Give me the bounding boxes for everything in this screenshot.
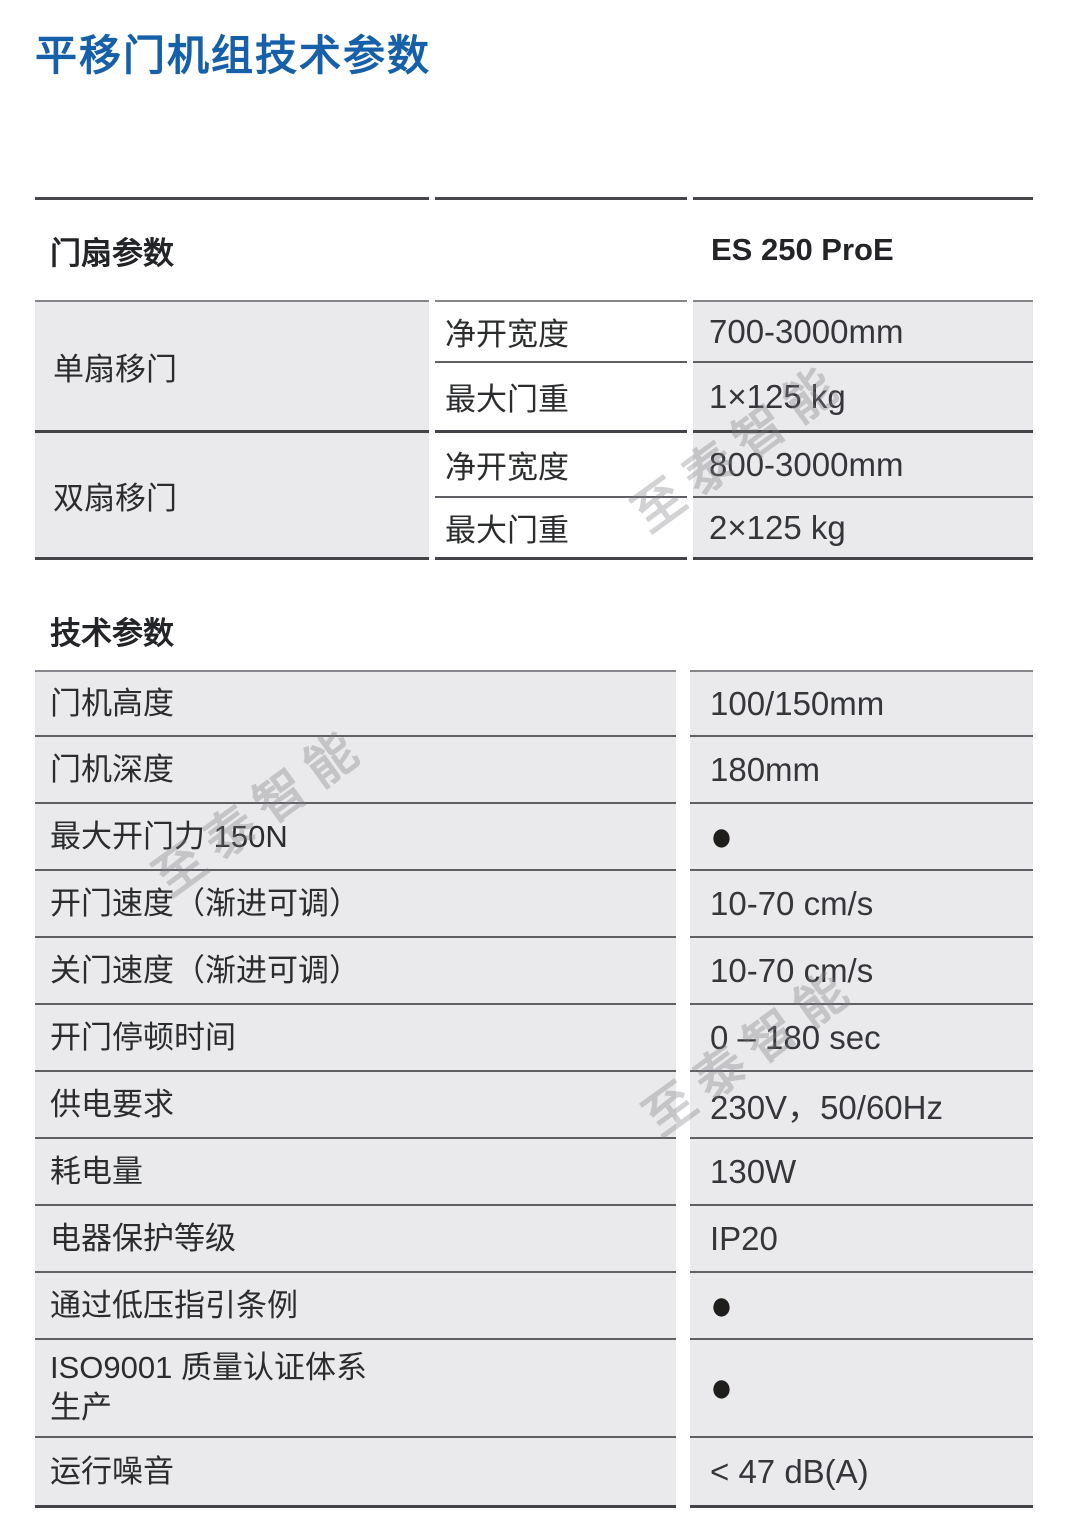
door-group-single: 单扇移门 [35,300,429,433]
tech-params-heading: 技术参数 [50,616,174,651]
tech-row-value: 180mm [690,737,1033,804]
tech-value-text: 130W [710,1152,797,1190]
door-param-value: 1×125 kg [693,363,1033,433]
door-params-heading: 门扇参数 [50,235,174,271]
door-param-name: 净开宽度 [435,433,687,498]
tech-row-value: 0 – 180 sec [690,1005,1033,1072]
tech-row-label: 门机深度 [35,737,676,804]
model-name: ES 250 ProE [711,232,894,267]
tech-row-value: ● [690,804,1033,871]
door-param-value: 2×125 kg [693,498,1033,560]
filled-dot-marker: ● [710,1364,733,1412]
tech-value-text: 230V，50/60Hz [710,1088,943,1126]
tech-row-label: 运行噪音 [35,1438,676,1508]
filled-dot-marker: ● [710,812,733,861]
tech-value-text: 0 – 180 sec [710,1018,881,1056]
tech-row-label: 最大开门力 150N [35,804,676,871]
page-title: 平移门机组技术参数 [35,32,432,79]
door-table-header-model-cell: ES 250 ProE [693,197,1033,300]
tech-row-value: 130W [690,1139,1033,1206]
door-table: 单扇移门 双扇移门 净开宽度 700-3000mm 最大门重 1×125 kg … [35,300,1033,560]
tech-value-text: 10-70 cm/s [710,884,874,922]
tech-row-value: ● [690,1340,1033,1438]
door-param-name: 最大门重 [435,498,687,560]
tech-row-label: 关门速度（渐进可调） [35,938,676,1005]
tech-row-value: 10-70 cm/s [690,938,1033,1005]
filled-dot-marker: ● [710,1281,733,1330]
tech-value-text: IP20 [710,1219,778,1257]
tech-row-label: 开门速度（渐进可调） [35,871,676,938]
tech-row-label: 开门停顿时间 [35,1005,676,1072]
door-param-value: 800-3000mm [693,433,1033,498]
door-param-name: 净开宽度 [435,300,687,363]
tech-row-value: ● [690,1273,1033,1340]
tech-value-text: 100/150mm [710,684,885,722]
door-table-header-spacer [435,197,687,300]
door-param-value: 700-3000mm [693,300,1033,363]
tech-row-value: < 47 dB(A) [690,1438,1033,1508]
tech-row-value: 10-70 cm/s [690,871,1033,938]
tech-row-value: 230V，50/60Hz [690,1072,1033,1139]
tech-value-text: 10-70 cm/s [710,951,874,989]
tech-row-label: 通过低压指引条例 [35,1273,676,1340]
door-table-header: 门扇参数 ES 250 ProE [35,197,1033,300]
tech-row-value: 100/150mm [690,670,1033,737]
door-table-header-label-cell: 门扇参数 [35,197,429,300]
tech-row-label: 门机高度 [35,670,676,737]
tech-row-label: ISO9001 质量认证体系 生产 [35,1340,676,1438]
tech-row-label: 供电要求 [35,1072,676,1139]
tech-row-label: 电器保护等级 [35,1206,676,1273]
tech-row-value: IP20 [690,1206,1033,1273]
door-param-name: 最大门重 [435,363,687,433]
tech-row-label: 耗电量 [35,1139,676,1206]
tech-value-text: < 47 dB(A) [710,1452,869,1490]
tech-value-text: 180mm [710,750,821,788]
door-group-double: 双扇移门 [35,433,429,560]
tech-table: 门机高度 100/150mm 门机深度 180mm 最大开门力 150N ● 开… [35,670,1033,1508]
